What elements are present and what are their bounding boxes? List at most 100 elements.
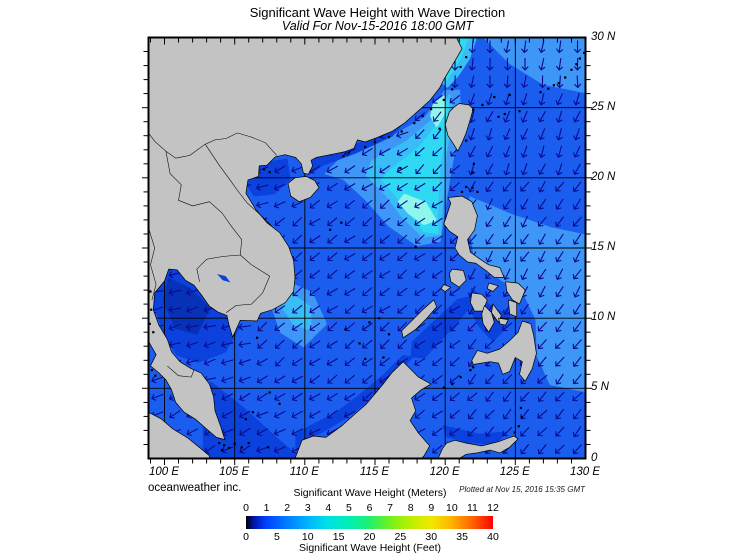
land-sulawesi: [437, 435, 519, 459]
ocean-region-nw-luzon-core: [397, 193, 437, 226]
islet: [442, 386, 445, 389]
meters-tick-1: 1: [263, 502, 270, 514]
lat-label-5N: 5 N: [591, 381, 609, 394]
lat-label-30N: 30 N: [591, 30, 616, 43]
islet: [387, 136, 391, 139]
border-china-laos-myanmar: [148, 132, 206, 159]
islet: [513, 431, 516, 434]
islet: [382, 356, 385, 359]
border-china-vietnam: [205, 132, 278, 156]
islet: [247, 442, 250, 445]
islet: [438, 127, 441, 130]
islet: [150, 369, 153, 372]
islet: [503, 112, 506, 116]
islet: [539, 91, 542, 94]
valid-time-subtitle: Valid For Nov-15-2016 18:00 GMT: [281, 19, 474, 33]
islet: [570, 68, 573, 71]
land-sumatra: [148, 411, 210, 459]
lon-label-110E: 110 E: [289, 466, 319, 478]
lon-label-120E: 120 E: [429, 466, 460, 478]
legend-meters-title: Significant Wave Height (Meters): [293, 487, 447, 499]
islet: [256, 336, 259, 339]
islet: [267, 446, 270, 449]
islet: [465, 139, 468, 142]
islet: [469, 369, 472, 372]
land-hainan: [287, 176, 320, 203]
islet: [220, 449, 224, 452]
land-mindanao: [471, 320, 537, 382]
islet: [364, 357, 367, 360]
islet: [421, 115, 424, 118]
islet: [472, 108, 475, 111]
islet: [451, 88, 454, 91]
feet-tick-15: 15: [332, 531, 345, 543]
meters-tick-2: 2: [284, 502, 291, 514]
islet: [493, 96, 496, 99]
islet: [373, 140, 377, 144]
islet: [508, 93, 511, 97]
land-luzon: [443, 195, 505, 278]
lat-label-20N: 20 N: [591, 170, 616, 183]
ocean-region-gulf-of-thailand-darker: [162, 277, 211, 335]
land-leyte: [507, 299, 518, 318]
feet-tick-0: 0: [243, 531, 249, 543]
plotted-timestamp: Plotted at Nov 15, 2016 15:35 GMT: [459, 485, 585, 494]
islet: [557, 82, 560, 85]
meters-tick-8: 8: [407, 502, 414, 514]
feet-tick-40: 40: [487, 531, 499, 543]
islet: [228, 446, 231, 450]
meters-tick-4: 4: [325, 502, 332, 514]
meters-tick-0: 0: [243, 502, 249, 514]
feet-tick-25: 25: [394, 531, 407, 543]
islet: [268, 391, 271, 394]
lon-label-100E: 100 E: [148, 466, 180, 478]
islet: [154, 374, 157, 377]
islet: [329, 228, 332, 231]
degree-ticks: [142, 38, 592, 465]
lon-label-125E: 125 E: [499, 466, 530, 478]
feet-tick-30: 30: [425, 531, 438, 543]
islet: [358, 342, 361, 345]
islet: [459, 65, 462, 69]
islet: [520, 416, 523, 419]
lake-tonle-sap: [217, 274, 231, 283]
islet: [518, 110, 521, 113]
islet: [251, 411, 254, 414]
border-thailand-cambodia: [196, 254, 241, 282]
islet: [268, 171, 271, 174]
land-samar: [505, 281, 526, 305]
lat-label-25N: 25 N: [591, 100, 616, 113]
islet: [575, 63, 578, 66]
islet: [414, 245, 417, 248]
border-vietnam-cambodia: [226, 254, 271, 313]
legend-color-bar: [246, 516, 493, 529]
islet: [583, 51, 586, 54]
islet: [460, 190, 464, 193]
lat-label-15N: 15 N: [591, 241, 616, 253]
lon-label-130E: 130 E: [569, 466, 601, 478]
feet-tick-35: 35: [456, 531, 468, 543]
islet: [472, 366, 475, 369]
meters-tick-6: 6: [366, 502, 373, 514]
meters-tick-7: 7: [387, 502, 393, 514]
islet: [342, 155, 345, 158]
meters-tick-12: 12: [487, 502, 499, 514]
land-bohol: [498, 317, 509, 326]
border-malaysia-thailand: [167, 365, 195, 378]
islet: [263, 168, 266, 171]
islet: [278, 402, 281, 405]
islet: [223, 444, 226, 447]
islet: [476, 190, 479, 193]
lon-label-115E: 115 E: [359, 466, 390, 478]
land-masbate: [486, 282, 499, 292]
feet-tick-10: 10: [301, 531, 314, 543]
islet: [442, 98, 445, 101]
map-canvas: [142, 36, 592, 465]
islet: [368, 321, 371, 324]
islet: [240, 446, 243, 449]
islet: [481, 103, 484, 106]
islet: [400, 130, 403, 133]
legend-feet-title: Significant Wave Height (Feet): [298, 542, 442, 554]
islet: [547, 87, 550, 90]
